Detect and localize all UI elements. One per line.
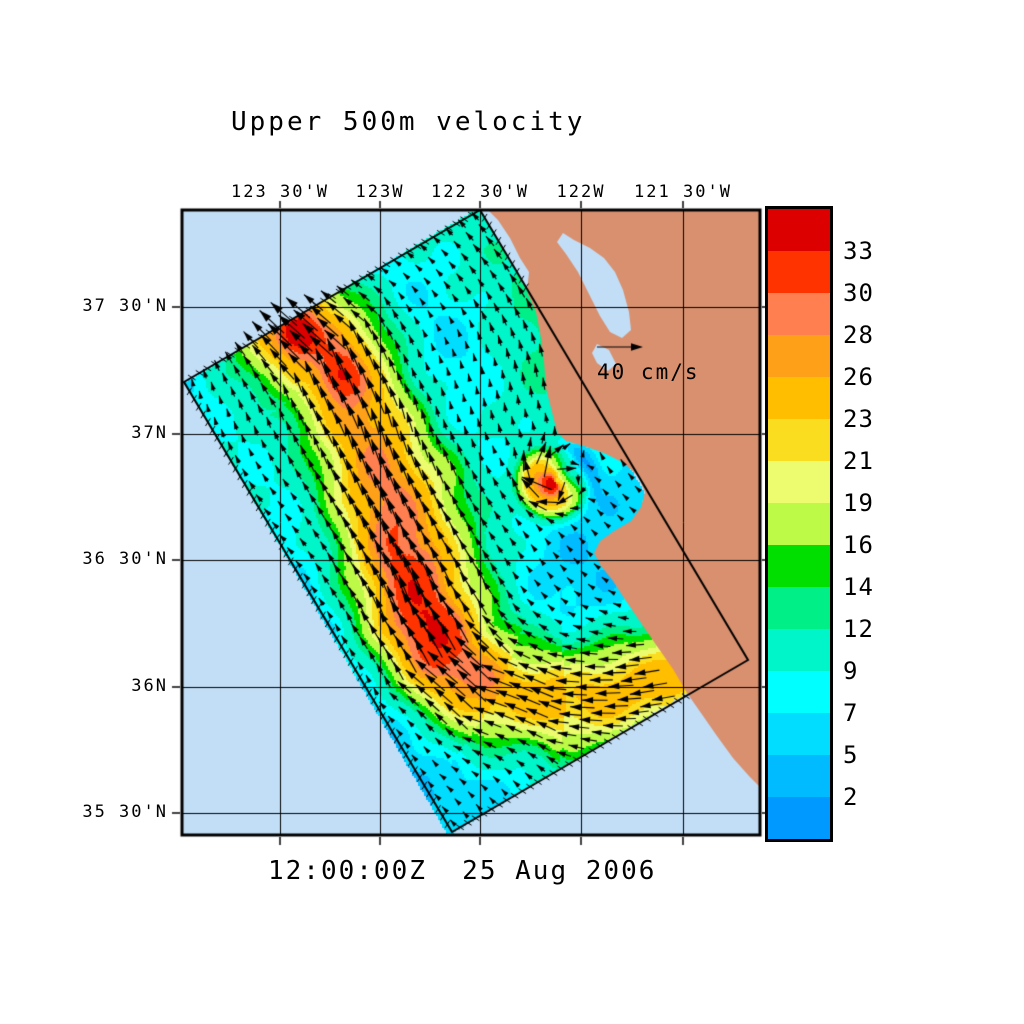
colorbar-band (768, 461, 830, 503)
figure-title: Upper 500m velocity (231, 107, 586, 137)
colorbar-band (768, 419, 830, 461)
colorbar-band (768, 587, 830, 629)
colorbar-band (768, 209, 830, 251)
axis-label-latitude: 36N (131, 676, 168, 696)
colorbar-tick-label: 7 (843, 699, 859, 727)
colorbar-tick-label: 26 (843, 363, 874, 391)
colorbar-tick-label: 12 (843, 615, 874, 643)
colorbar-band (768, 545, 830, 587)
axis-label-longitude: 122 30'W (431, 182, 529, 202)
colorbar-band (768, 713, 830, 755)
colorbar-band (768, 377, 830, 419)
axis-label-latitude: 37N (131, 423, 168, 443)
colorbar-band (768, 503, 830, 545)
colorbar-band (768, 797, 830, 839)
axis-label-longitude: 122W (556, 182, 606, 202)
valid-time-label: 12:00:00Z 25 Aug 2006 (268, 856, 657, 886)
axis-label-longitude: 123 30'W (231, 182, 329, 202)
reference-vector-label: 40 cm/s (597, 360, 700, 384)
axis-label-latitude: 37 30'N (82, 296, 168, 316)
colorbar-tick-label: 33 (843, 237, 874, 265)
colorbar-tick-label: 9 (843, 657, 859, 685)
colorbar-band (768, 671, 830, 713)
axis-label-latitude: 35 30'N (82, 802, 168, 822)
colorbar-tick-label: 2 (843, 783, 859, 811)
colorbar (765, 206, 833, 842)
colorbar-tick-label: 28 (843, 321, 874, 349)
axis-label-longitude: 121 30'W (634, 182, 732, 202)
colorbar-tick-label: 30 (843, 279, 874, 307)
axis-label-longitude: 123W (355, 182, 405, 202)
colorbar-band (768, 293, 830, 335)
axis-label-latitude: 36 30'N (82, 549, 168, 569)
colorbar-tick-label: 5 (843, 741, 859, 769)
colorbar-tick-label: 23 (843, 405, 874, 433)
colorbar-tick-label: 21 (843, 447, 874, 475)
colorbar-band (768, 251, 830, 293)
colorbar-band (768, 629, 830, 671)
colorbar-tick-label: 16 (843, 531, 874, 559)
colorbar-tick-label: 14 (843, 573, 874, 601)
colorbar-band (768, 335, 830, 377)
colorbar-band (768, 755, 830, 797)
colorbar-tick-label: 19 (843, 489, 874, 517)
